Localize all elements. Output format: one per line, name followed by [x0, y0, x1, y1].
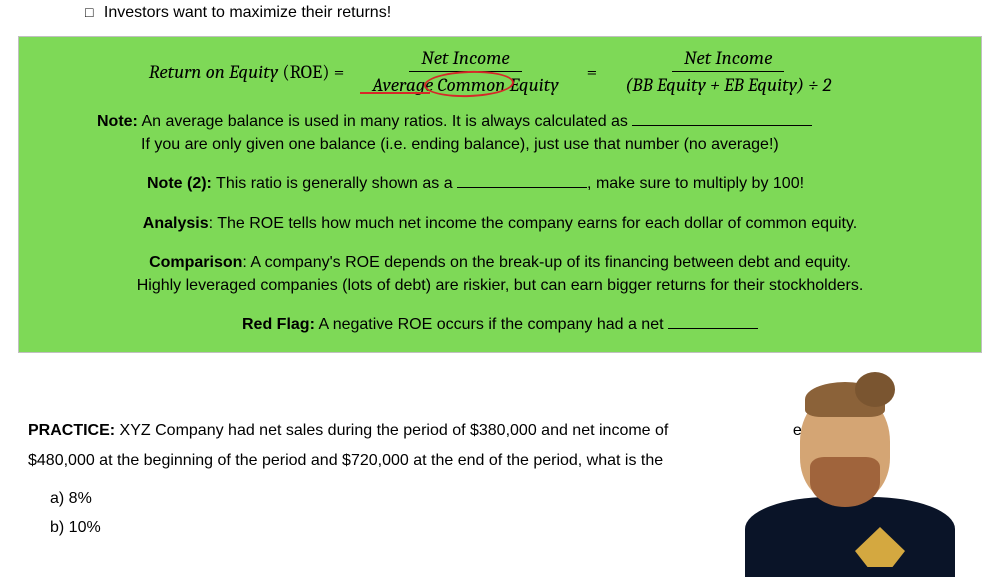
presenter-shirt	[745, 497, 955, 577]
practice-text-a: XYZ Company had net sales during the per…	[115, 422, 673, 439]
note-2: Note (2): This ratio is generally shown …	[147, 172, 923, 195]
red-underline-mark	[360, 92, 430, 94]
frac1-den: Average Common Equity	[360, 72, 570, 96]
checkbox-icon: □	[85, 4, 93, 20]
note1-text: An average balance is used in many ratio…	[138, 113, 632, 130]
comparison-note: Comparison: A company's ROE depends on t…	[77, 251, 923, 297]
equals-sign: =	[587, 61, 598, 83]
redflag-note: Red Flag: A negative ROE occurs if the c…	[77, 313, 923, 336]
roe-formula: Return on Equity (ROE) = Net Income Aver…	[37, 47, 963, 96]
presenter-beard	[810, 457, 880, 507]
frac2-num: Net Income	[672, 47, 784, 72]
comparison-text-a: : A company's ROE depends on the break-u…	[242, 254, 850, 271]
fraction-1: Net Income Average Common Equity	[360, 47, 570, 96]
note2-label: Note (2):	[147, 175, 212, 192]
note1-label: Note:	[97, 113, 138, 130]
frac1-num: Net Income	[409, 47, 521, 72]
analysis-label: Analysis	[143, 215, 209, 232]
presenter-figure	[700, 372, 980, 562]
comparison-text-b: Highly leveraged companies (lots of debt…	[137, 277, 864, 294]
note-1: Note: An average balance is used in many…	[97, 110, 923, 156]
blank-1	[632, 112, 812, 126]
note2-text-a: This ratio is generally shown as a	[212, 175, 457, 192]
comparison-label: Comparison	[149, 254, 242, 271]
formula-label: Return on Equity (ROE) =	[149, 61, 345, 83]
note2-text-b: , make sure to multiply by 100!	[587, 175, 804, 192]
fraction-2: Net Income (BB Equity + EB Equity) ÷ 2	[613, 47, 843, 96]
blank-3	[668, 315, 758, 329]
note1-line2: If you are only given one balance (i.e. …	[141, 133, 923, 156]
formula-box: Return on Equity (ROE) = Net Income Aver…	[18, 36, 982, 353]
analysis-text: : The ROE tells how much net income the …	[209, 215, 858, 232]
blank-2	[457, 174, 587, 188]
redflag-label: Red Flag:	[242, 316, 315, 333]
frac2-den: (BB Equity + EB Equity) ÷ 2	[613, 72, 843, 96]
top-bullet: □ Investors want to maximize their retur…	[85, 4, 391, 22]
analysis-note: Analysis: The ROE tells how much net inc…	[77, 212, 923, 235]
presenter-bun	[855, 372, 895, 407]
redflag-text: A negative ROE occurs if the company had…	[315, 316, 668, 333]
practice-label: PRACTICE:	[28, 422, 115, 439]
top-text: Investors want to maximize their returns…	[104, 4, 391, 21]
